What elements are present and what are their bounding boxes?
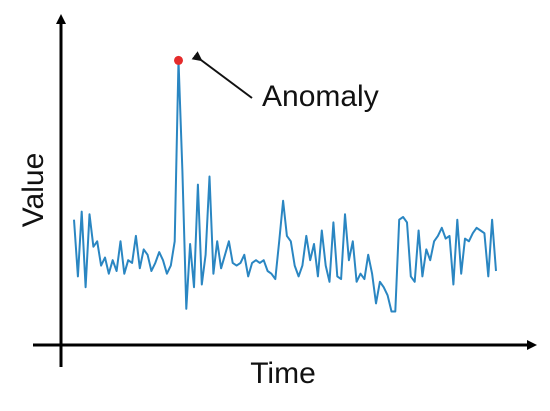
anomaly-point [174,55,183,65]
series-group [73,55,497,313]
anomaly-annotation-arrow [191,51,253,99]
x-axis-label: Time [250,357,316,390]
series-line-0 [73,59,497,313]
y-axis-label: Value [17,153,50,228]
anomaly-annotation-label: Anomaly [262,80,379,113]
